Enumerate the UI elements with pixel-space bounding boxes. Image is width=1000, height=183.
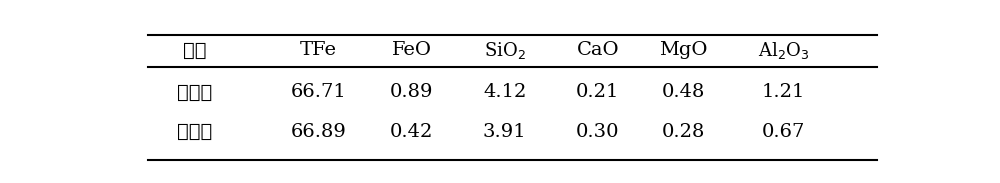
Text: 0.28: 0.28 bbox=[661, 123, 705, 141]
Text: 4.12: 4.12 bbox=[483, 83, 526, 101]
Text: Al$_2$O$_3$: Al$_2$O$_3$ bbox=[758, 40, 809, 61]
Text: 66.71: 66.71 bbox=[291, 83, 347, 101]
Text: 0.67: 0.67 bbox=[762, 123, 805, 141]
Text: FeO: FeO bbox=[392, 41, 432, 59]
Text: 1.21: 1.21 bbox=[762, 83, 805, 101]
Text: 矿种: 矿种 bbox=[183, 41, 207, 60]
Text: SiO$_2$: SiO$_2$ bbox=[484, 40, 526, 61]
Text: CaO: CaO bbox=[576, 41, 619, 59]
Text: 66.89: 66.89 bbox=[291, 123, 347, 141]
Text: 3.91: 3.91 bbox=[483, 123, 527, 141]
Text: 0.89: 0.89 bbox=[390, 83, 434, 101]
Text: 0.48: 0.48 bbox=[661, 83, 705, 101]
Text: 0.30: 0.30 bbox=[576, 123, 620, 141]
Text: 镜铁矿: 镜铁矿 bbox=[177, 83, 212, 102]
Text: TFe: TFe bbox=[300, 41, 337, 59]
Text: 0.21: 0.21 bbox=[576, 83, 619, 101]
Text: 0.42: 0.42 bbox=[390, 123, 433, 141]
Text: 赤铁矿: 赤铁矿 bbox=[177, 122, 212, 141]
Text: MgO: MgO bbox=[659, 41, 707, 59]
